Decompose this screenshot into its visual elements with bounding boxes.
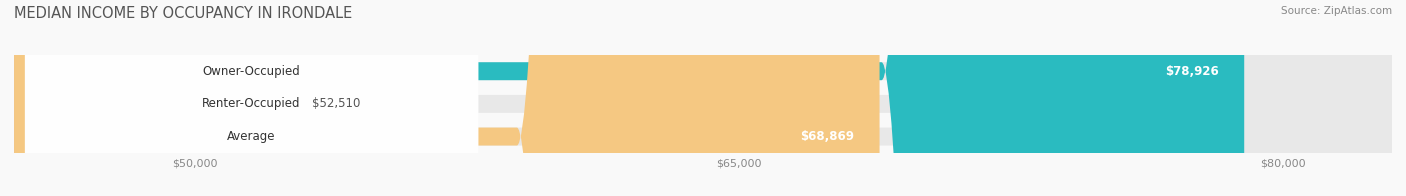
Text: Renter-Occupied: Renter-Occupied [202,97,301,110]
Text: Average: Average [228,130,276,143]
Text: $68,869: $68,869 [800,130,855,143]
FancyBboxPatch shape [14,0,1392,196]
FancyBboxPatch shape [14,0,1392,196]
FancyBboxPatch shape [14,0,880,196]
Text: Owner-Occupied: Owner-Occupied [202,65,301,78]
FancyBboxPatch shape [25,0,478,196]
Text: $78,926: $78,926 [1166,65,1219,78]
FancyBboxPatch shape [14,0,1244,196]
Text: MEDIAN INCOME BY OCCUPANCY IN IRONDALE: MEDIAN INCOME BY OCCUPANCY IN IRONDALE [14,6,353,21]
FancyBboxPatch shape [0,0,377,196]
FancyBboxPatch shape [25,0,478,196]
FancyBboxPatch shape [25,0,478,196]
Text: $52,510: $52,510 [312,97,360,110]
FancyBboxPatch shape [14,0,1392,196]
Text: Source: ZipAtlas.com: Source: ZipAtlas.com [1281,6,1392,16]
